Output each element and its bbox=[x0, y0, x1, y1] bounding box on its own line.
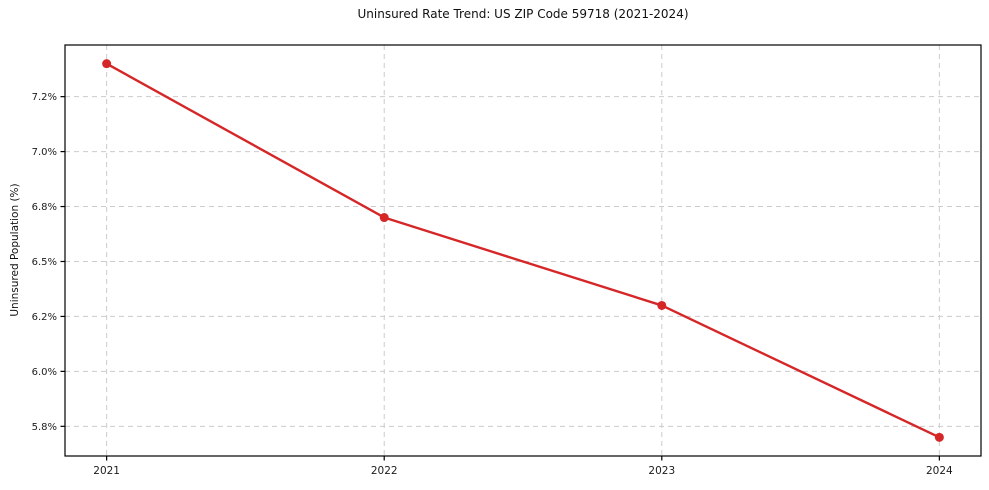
data-point bbox=[934, 432, 944, 442]
y-tick-label: 7.2% bbox=[32, 92, 57, 103]
data-point bbox=[657, 300, 667, 310]
chart-title: Uninsured Rate Trend: US ZIP Code 59718 … bbox=[357, 7, 689, 21]
x-tick-label: 2022 bbox=[371, 465, 398, 477]
x-tick-label: 2021 bbox=[93, 465, 120, 477]
x-tick-label: 2023 bbox=[648, 465, 675, 477]
y-tick-label: 7.0% bbox=[32, 147, 57, 158]
y-tick-label: 6.8% bbox=[32, 202, 57, 213]
data-point bbox=[102, 59, 112, 69]
y-tick-label: 6.5% bbox=[32, 257, 57, 268]
x-tick-label: 2024 bbox=[926, 465, 953, 477]
plot-border bbox=[64, 44, 982, 457]
y-tick-label: 5.8% bbox=[32, 422, 57, 433]
y-tick-label: 6.0% bbox=[32, 367, 57, 378]
y-tick-label: 6.2% bbox=[32, 312, 57, 323]
data-point bbox=[379, 213, 389, 223]
trend-line bbox=[105, 62, 941, 439]
